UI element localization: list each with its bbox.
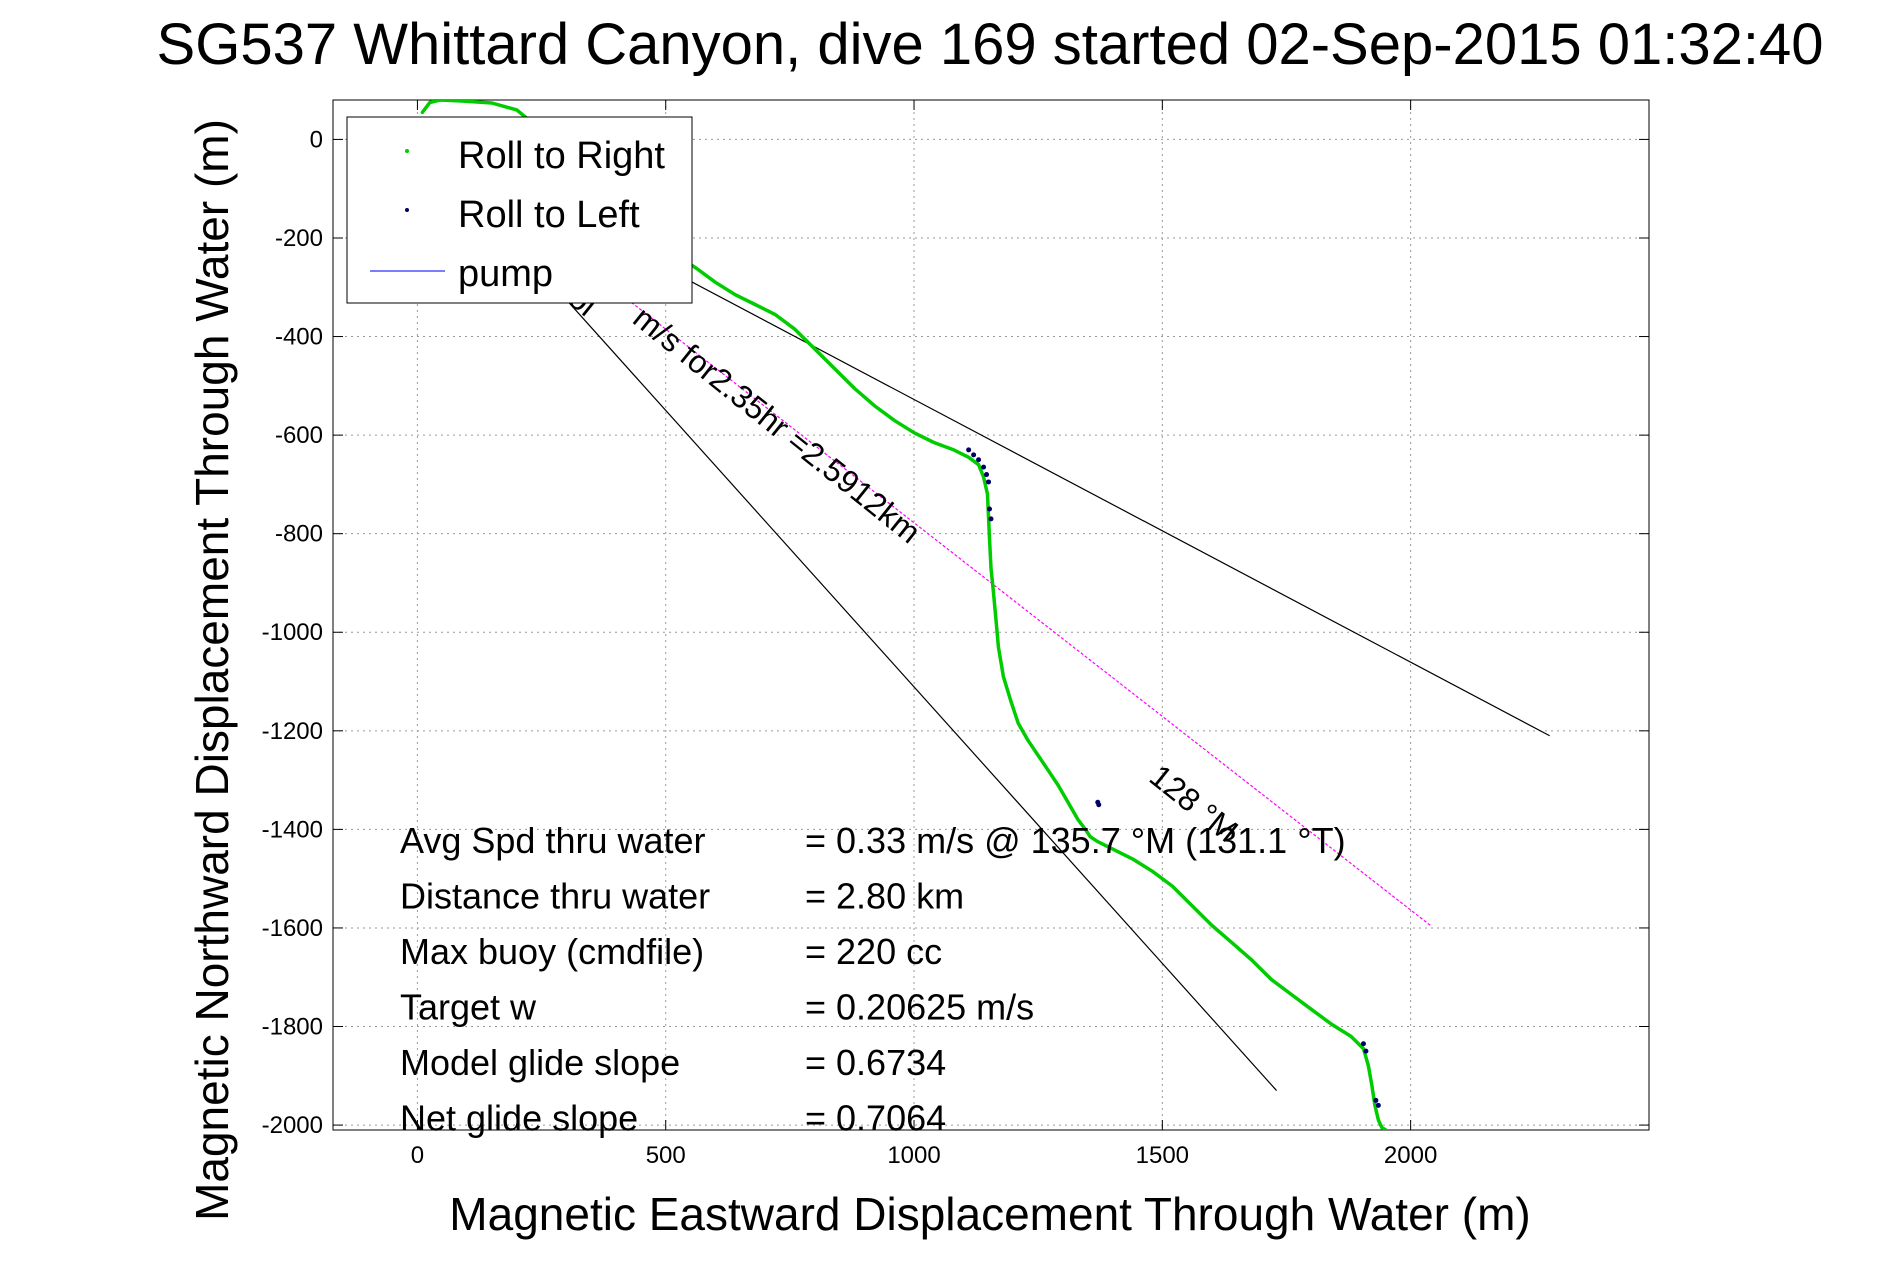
y-tick-label: -1200: [262, 718, 323, 745]
y-tick-labels: 0 -200 -400 -600 -800 -1000 -1200 -1400 -1600 -18…: [262, 126, 323, 1139]
grid-lines: [333, 100, 1649, 1130]
legend-marker-dot: [405, 149, 409, 153]
x-tick-label: 0: [411, 1142, 424, 1169]
stats-block: Avg Spd thru water = 0.33 m/s @ 135.7 °M …: [400, 820, 1346, 1139]
stat-value: = 0.7064: [805, 1098, 946, 1139]
y-tick-label: -1800: [262, 1014, 323, 1041]
series-point-roll-to-left: [986, 479, 992, 485]
stat-label: Model glide slope: [400, 1042, 680, 1083]
y-tick-label: -1400: [262, 816, 323, 843]
legend-box: [346, 116, 693, 304]
axis-ticks: [333, 100, 1649, 1130]
series-point-roll-to-left: [1096, 802, 1102, 808]
stat-label: Max buoy (cmdfile): [400, 931, 704, 972]
stat-label: Distance thru water: [400, 876, 710, 917]
stat-value: = 220 cc: [805, 931, 942, 972]
y-tick-label: -1600: [262, 915, 323, 942]
y-tick-label: -200: [275, 225, 323, 252]
stat-label: Avg Spd thru water: [400, 820, 706, 861]
stat-label: Net glide slope: [400, 1098, 638, 1139]
series-point-roll-to-left: [984, 472, 990, 478]
series-point-roll-to-left: [971, 452, 977, 458]
y-tick-label: -800: [275, 521, 323, 548]
reference-line-course: [422, 138, 1431, 926]
series-point-roll-to-left: [1363, 1048, 1369, 1054]
legend-label: pump: [458, 253, 553, 295]
plot-area: [332, 99, 1650, 1131]
stat-value: = 0.33 m/s @ 135.7 °M (131.1 °T): [805, 820, 1346, 861]
x-tick-label: 2000: [1384, 1142, 1437, 1169]
chart-title: SG537 Whittard Canyon, dive 169 started …: [157, 12, 1824, 77]
x-axis-label: Magnetic Eastward Displacement Through W…: [449, 1188, 1530, 1240]
y-tick-label: -400: [275, 324, 323, 351]
y-tick-label: -600: [275, 422, 323, 449]
stat-value: = 2.80 km: [805, 876, 964, 917]
x-tick-label: 1000: [887, 1142, 940, 1169]
y-tick-label: 0: [310, 126, 323, 153]
stat-label: Target w: [400, 987, 537, 1028]
y-tick-label: -2000: [262, 1112, 323, 1139]
series-point-roll-to-left: [976, 457, 982, 463]
series-point-roll-to-left: [966, 447, 972, 453]
y-axis-label: Magnetic Northward Displacement Through …: [186, 119, 238, 1221]
x-tick-label: 1500: [1136, 1142, 1189, 1169]
stat-value: = 0.20625 m/s: [805, 987, 1034, 1028]
legend-label: Roll to Right: [458, 135, 665, 177]
series-point-roll-to-left: [1360, 1041, 1366, 1047]
x-tick-labels: 0 500 1000 1500 2000: [411, 1142, 1438, 1169]
x-tick-label: 500: [646, 1142, 686, 1169]
series-point-roll-to-left: [988, 516, 994, 522]
series-point-roll-to-left: [987, 506, 993, 512]
series-point-roll-to-left: [981, 464, 987, 470]
legend: Roll to Right Roll to Left pump: [346, 116, 693, 304]
stat-value: = 0.6734: [805, 1042, 946, 1083]
y-tick-label: -1000: [262, 619, 323, 646]
legend-marker-dot: [405, 208, 409, 212]
legend-label: Roll to Left: [458, 194, 640, 236]
series-point-roll-to-left: [1373, 1097, 1379, 1103]
series-point-roll-to-left: [1375, 1102, 1381, 1108]
